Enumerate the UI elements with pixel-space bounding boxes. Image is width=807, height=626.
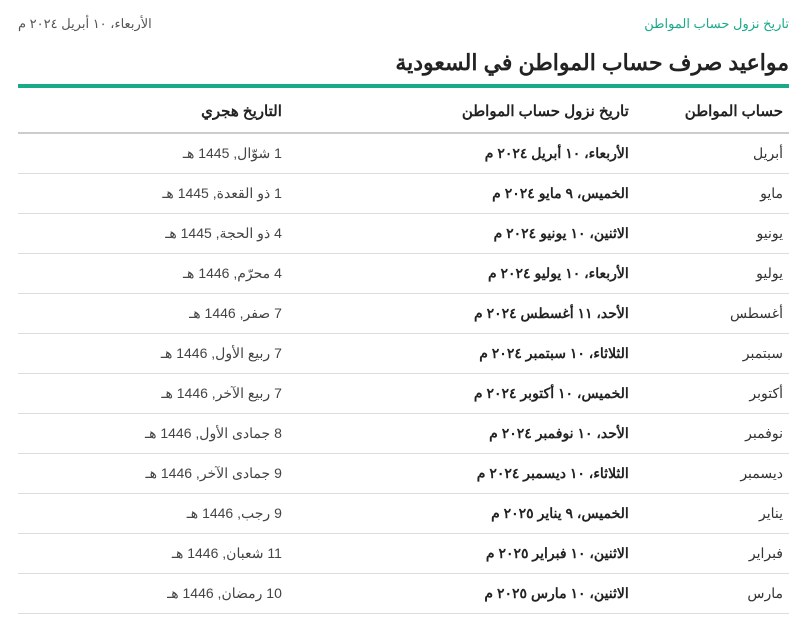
cell-month: يوليو — [635, 254, 789, 294]
table-row: فبرايرالاثنين، ١٠ فبراير ٢٠٢٥ م11 شعبان,… — [18, 534, 789, 574]
current-date: الأربعاء، ١٠ أبريل ٢٠٢٤ م — [18, 16, 152, 32]
cell-gregorian: الاثنين، ١٠ فبراير ٢٠٢٥ م — [288, 534, 635, 574]
table-row: ينايرالخميس، ٩ يناير ٢٠٢٥ م9 رجب, 1446 ه… — [18, 494, 789, 534]
col-header-hijri: التاريخ هجري — [18, 90, 288, 133]
cell-month: نوفمبر — [635, 414, 789, 454]
table-row: أكتوبرالخميس، ١٠ أكتوبر ٢٠٢٤ م7 ربيع الآ… — [18, 374, 789, 414]
cell-hijri: 1 شوّال, 1445 هـ — [18, 133, 288, 174]
schedule-table: حساب المواطن تاريخ نزول حساب المواطن الت… — [18, 90, 789, 614]
cell-month: أبريل — [635, 133, 789, 174]
cell-month: أكتوبر — [635, 374, 789, 414]
cell-hijri: 7 ربيع الأول, 1446 هـ — [18, 334, 288, 374]
cell-month: سبتمبر — [635, 334, 789, 374]
cell-month: مارس — [635, 574, 789, 614]
cell-hijri: 7 ربيع الآخر, 1446 هـ — [18, 374, 288, 414]
cell-gregorian: الثلاثاء، ١٠ ديسمبر ٢٠٢٤ م — [288, 454, 635, 494]
cell-gregorian: الأحد، ١٠ نوفمبر ٢٠٢٤ م — [288, 414, 635, 454]
cell-hijri: 8 جمادى الأول, 1446 هـ — [18, 414, 288, 454]
title-rule — [18, 84, 789, 88]
cell-hijri: 10 رمضان, 1446 هـ — [18, 574, 288, 614]
table-row: أغسطسالأحد، ١١ أغسطس ٢٠٢٤ م7 صفر, 1446 ه… — [18, 294, 789, 334]
cell-gregorian: الثلاثاء، ١٠ سبتمبر ٢٠٢٤ م — [288, 334, 635, 374]
cell-hijri: 4 محرّم, 1446 هـ — [18, 254, 288, 294]
cell-gregorian: الأربعاء، ١٠ أبريل ٢٠٢٤ م — [288, 133, 635, 174]
page-title: مواعيد صرف حساب المواطن في السعودية — [18, 50, 789, 76]
cell-gregorian: الأربعاء، ١٠ يوليو ٢٠٢٤ م — [288, 254, 635, 294]
cell-month: ديسمبر — [635, 454, 789, 494]
col-header-gregorian: تاريخ نزول حساب المواطن — [288, 90, 635, 133]
cell-hijri: 7 صفر, 1446 هـ — [18, 294, 288, 334]
cell-gregorian: الاثنين، ١٠ مارس ٢٠٢٥ م — [288, 574, 635, 614]
cell-hijri: 4 ذو الحجة, 1445 هـ — [18, 214, 288, 254]
cell-hijri: 9 رجب, 1446 هـ — [18, 494, 288, 534]
breadcrumb-link[interactable]: تاريخ نزول حساب المواطن — [644, 16, 789, 32]
table-row: ديسمبرالثلاثاء، ١٠ ديسمبر ٢٠٢٤ م9 جمادى … — [18, 454, 789, 494]
table-row: أبريلالأربعاء، ١٠ أبريل ٢٠٢٤ م1 شوّال, 1… — [18, 133, 789, 174]
cell-gregorian: الخميس، ١٠ أكتوبر ٢٠٢٤ م — [288, 374, 635, 414]
table-header-row: حساب المواطن تاريخ نزول حساب المواطن الت… — [18, 90, 789, 133]
table-row: مارسالاثنين، ١٠ مارس ٢٠٢٥ م10 رمضان, 144… — [18, 574, 789, 614]
cell-month: يونيو — [635, 214, 789, 254]
table-row: يوليوالأربعاء، ١٠ يوليو ٢٠٢٤ م4 محرّم, 1… — [18, 254, 789, 294]
table-row: نوفمبرالأحد، ١٠ نوفمبر ٢٠٢٤ م8 جمادى الأ… — [18, 414, 789, 454]
cell-gregorian: الخميس، ٩ مايو ٢٠٢٤ م — [288, 174, 635, 214]
cell-month: يناير — [635, 494, 789, 534]
top-bar: تاريخ نزول حساب المواطن الأربعاء، ١٠ أبر… — [18, 12, 789, 42]
cell-gregorian: الاثنين، ١٠ يونيو ٢٠٢٤ م — [288, 214, 635, 254]
table-row: سبتمبرالثلاثاء، ١٠ سبتمبر ٢٠٢٤ م7 ربيع ا… — [18, 334, 789, 374]
col-header-month: حساب المواطن — [635, 90, 789, 133]
table-row: مايوالخميس، ٩ مايو ٢٠٢٤ م1 ذو القعدة, 14… — [18, 174, 789, 214]
cell-gregorian: الأحد، ١١ أغسطس ٢٠٢٤ م — [288, 294, 635, 334]
cell-hijri: 9 جمادى الآخر, 1446 هـ — [18, 454, 288, 494]
cell-month: مايو — [635, 174, 789, 214]
cell-hijri: 11 شعبان, 1446 هـ — [18, 534, 288, 574]
cell-gregorian: الخميس، ٩ يناير ٢٠٢٥ م — [288, 494, 635, 534]
table-row: يونيوالاثنين، ١٠ يونيو ٢٠٢٤ م4 ذو الحجة,… — [18, 214, 789, 254]
cell-hijri: 1 ذو القعدة, 1445 هـ — [18, 174, 288, 214]
cell-month: أغسطس — [635, 294, 789, 334]
cell-month: فبراير — [635, 534, 789, 574]
